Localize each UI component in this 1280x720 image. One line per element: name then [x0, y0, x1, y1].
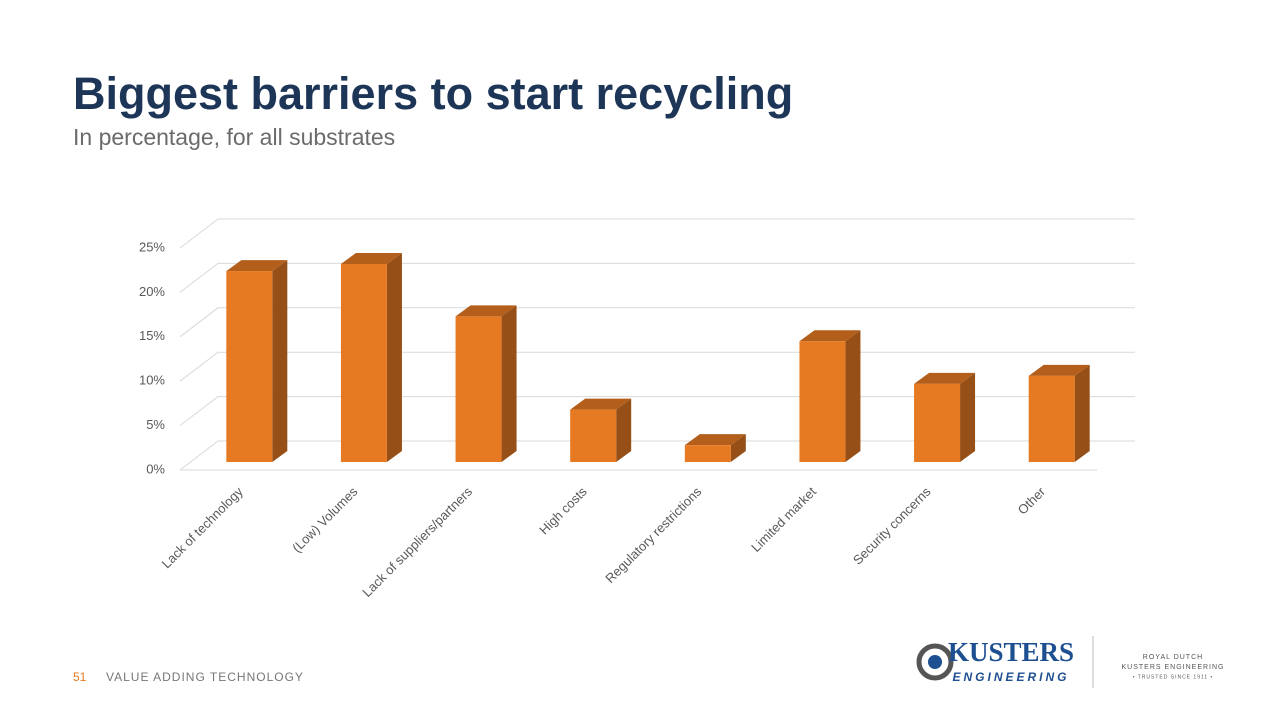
bar-side [960, 372, 976, 462]
grid-line [179, 307, 1135, 338]
bar-top [455, 305, 517, 317]
x-tick-label: (Low) Volumes [289, 484, 361, 556]
logo: KUSTERS ENGINEERING ROYAL DUTCH KUSTERS … [916, 636, 1224, 688]
grid-line [179, 218, 1135, 249]
logo-icon [928, 655, 942, 669]
footer-text: VALUE ADDING TECHNOLOGY [106, 670, 304, 684]
chart-subtitle: In percentage, for all substrates [73, 124, 395, 150]
bar-side [730, 434, 746, 462]
logo-name: KUSTERS [948, 637, 1074, 667]
x-tick-label: Other [1015, 483, 1049, 517]
grid-line [179, 396, 1135, 426]
y-tick-label: 0% [146, 461, 165, 476]
bar-top [799, 330, 861, 342]
logo-sub: ENGINEERING [952, 670, 1069, 684]
bar [226, 271, 273, 462]
grid-line [179, 262, 1135, 293]
x-tick-label: Regulatory restrictions [602, 484, 704, 586]
bar [684, 445, 731, 462]
page-number: 51 [73, 670, 87, 684]
y-tick-label: 10% [139, 373, 165, 388]
bar-side [272, 260, 288, 462]
bar-side [845, 330, 861, 462]
bar-side [501, 305, 517, 462]
bar-side [616, 398, 632, 462]
bar-top [1028, 364, 1090, 376]
bar-top [570, 398, 632, 410]
bar [455, 316, 502, 462]
bar [570, 409, 617, 462]
bar-top [914, 372, 976, 384]
chart-title: Biggest barriers to start recycling [73, 68, 793, 119]
bar [1028, 375, 1075, 462]
bar-side [1074, 364, 1090, 462]
bar-top [684, 434, 746, 446]
grid-line [179, 440, 1135, 471]
x-tick-label: Limited market [748, 484, 819, 555]
bar [914, 383, 961, 462]
logo-since: • TRUSTED SINCE 1911 • [1133, 674, 1214, 680]
x-tick-label: Lack of suppliers/partners [359, 484, 475, 600]
x-tick-label: Lack of technology [159, 484, 247, 572]
logo-company: KUSTERS ENGINEERING [1121, 664, 1224, 671]
bar-top [226, 260, 288, 272]
y-tick-label: 15% [139, 328, 165, 343]
x-tick-label: Security concerns [850, 484, 934, 568]
y-tick-label: 5% [146, 417, 165, 432]
y-tick-label: 20% [139, 284, 165, 299]
x-tick-label: High costs [536, 484, 590, 538]
bar-side [386, 252, 402, 462]
y-tick-label: 25% [139, 239, 165, 254]
logo-icon [916, 643, 954, 681]
logo-royal: ROYAL DUTCH [1143, 654, 1203, 661]
bar [340, 263, 387, 462]
grid-line [179, 351, 1135, 382]
bar [799, 341, 846, 462]
bar-top [340, 252, 402, 264]
